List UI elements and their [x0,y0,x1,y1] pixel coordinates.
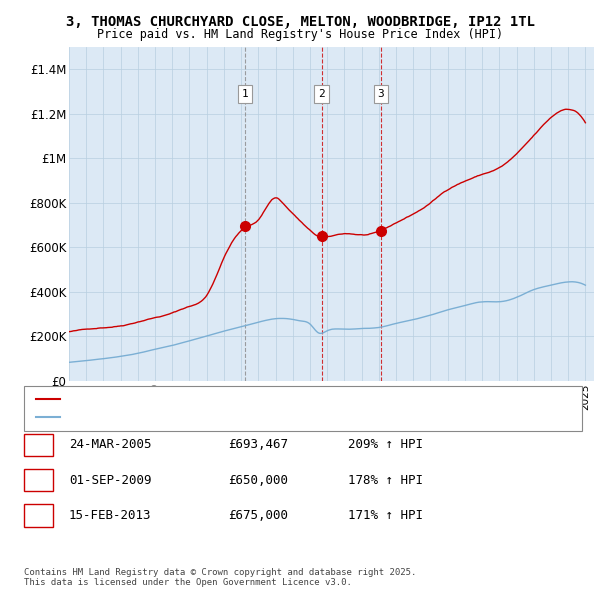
Text: 3, THOMAS CHURCHYARD CLOSE, MELTON, WOODBRIDGE, IP12 1TL: 3, THOMAS CHURCHYARD CLOSE, MELTON, WOOD… [65,15,535,29]
Text: 3: 3 [35,509,42,522]
Text: 178% ↑ HPI: 178% ↑ HPI [348,474,423,487]
Text: 1: 1 [35,438,42,451]
Text: 171% ↑ HPI: 171% ↑ HPI [348,509,423,522]
Text: Contains HM Land Registry data © Crown copyright and database right 2025.
This d: Contains HM Land Registry data © Crown c… [24,568,416,587]
Text: £650,000: £650,000 [228,474,288,487]
Text: 2: 2 [318,89,325,99]
Text: 3, THOMAS CHURCHYARD CLOSE, MELTON, WOODBRIDGE, IP12 1TL (detached house): 3, THOMAS CHURCHYARD CLOSE, MELTON, WOOD… [66,395,522,404]
Text: £675,000: £675,000 [228,509,288,522]
Text: 01-SEP-2009: 01-SEP-2009 [69,474,151,487]
Text: 209% ↑ HPI: 209% ↑ HPI [348,438,423,451]
Text: 2: 2 [35,474,42,487]
Text: 15-FEB-2013: 15-FEB-2013 [69,509,151,522]
Text: 24-MAR-2005: 24-MAR-2005 [69,438,151,451]
Text: 3: 3 [377,89,384,99]
Text: £693,467: £693,467 [228,438,288,451]
Text: HPI: Average price, detached house, East Suffolk: HPI: Average price, detached house, East… [66,412,366,422]
Text: 1: 1 [242,89,248,99]
Text: Price paid vs. HM Land Registry's House Price Index (HPI): Price paid vs. HM Land Registry's House … [97,28,503,41]
